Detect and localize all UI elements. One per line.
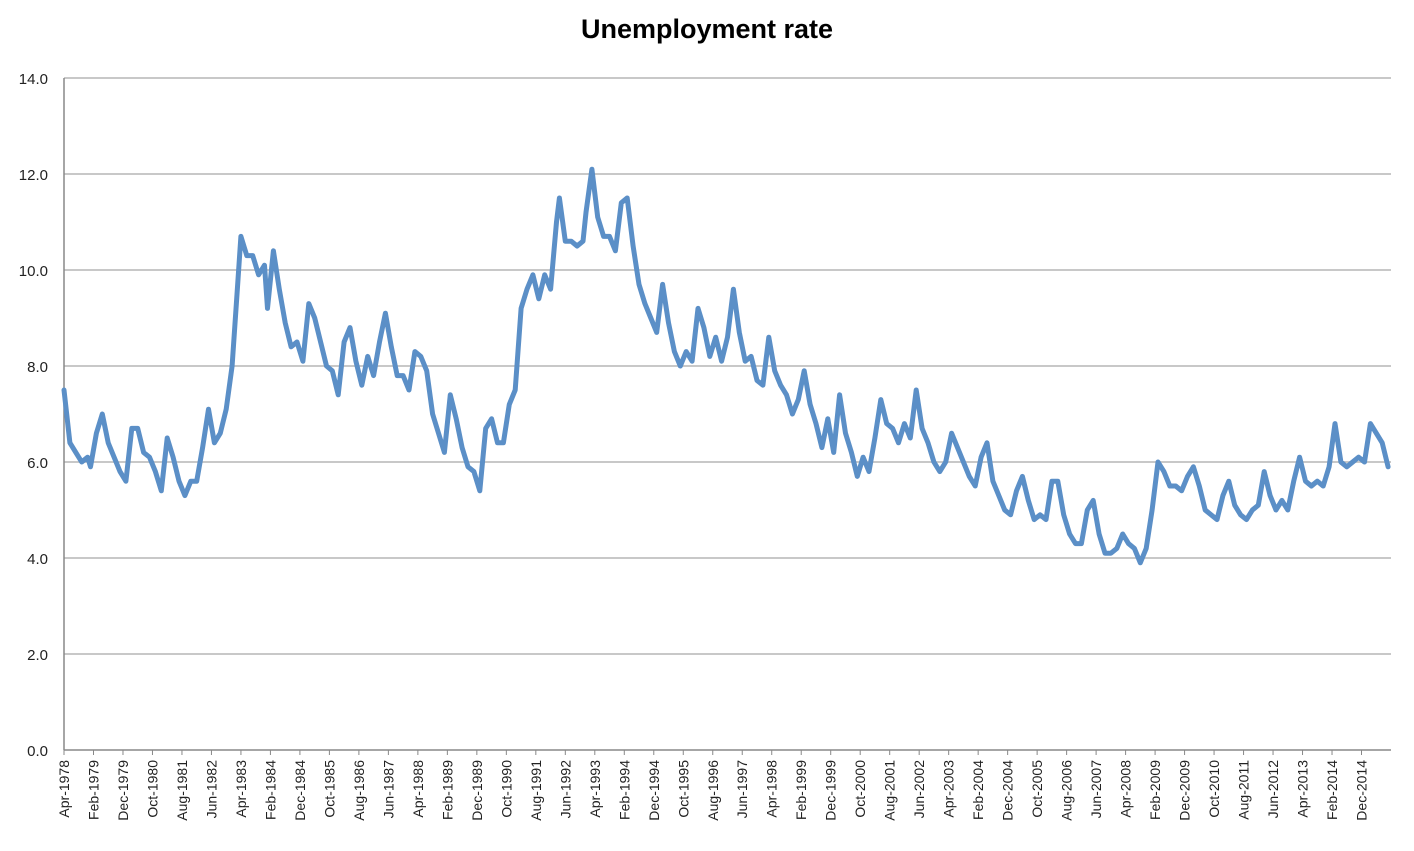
x-tick-label: Aug-1986 <box>351 760 367 821</box>
x-tick-label: Apr-2013 <box>1295 760 1311 818</box>
x-tick-label: Jun-1992 <box>557 760 573 819</box>
y-tick-label: 8.0 <box>27 359 48 376</box>
chart-title: Unemployment rate <box>580 14 834 44</box>
x-tick-label: Dec-2004 <box>1000 760 1016 821</box>
x-tick-label: Aug-1991 <box>528 760 544 821</box>
y-tick-label: 10.0 <box>19 263 48 280</box>
x-tick-label: Jun-2012 <box>1265 760 1281 819</box>
x-tick-label: Oct-2005 <box>1029 760 1045 818</box>
x-tick-label: Apr-1988 <box>410 760 426 818</box>
x-tick-label: Feb-2014 <box>1324 760 1340 820</box>
x-tick-label: Dec-2014 <box>1354 760 1370 821</box>
x-tick-label: Aug-1981 <box>174 760 190 821</box>
x-tick-label: Feb-1999 <box>793 760 809 820</box>
x-tick-label: Oct-1995 <box>675 760 691 818</box>
x-tick-label: Apr-1978 <box>56 760 72 818</box>
x-tick-label: Apr-1998 <box>764 760 780 818</box>
x-tick-label: Feb-2004 <box>970 760 986 820</box>
x-tick-label: Aug-2011 <box>1236 760 1252 820</box>
x-tick-label: Aug-1996 <box>705 760 721 821</box>
x-tick-label: Oct-2000 <box>852 760 868 818</box>
x-tick-label: Jun-1982 <box>203 760 219 819</box>
x-tick-label: Dec-2009 <box>1177 760 1193 821</box>
y-tick-label: 2.0 <box>27 647 48 664</box>
x-tick-label: Feb-1984 <box>262 760 278 820</box>
x-tick-label: Aug-2006 <box>1059 760 1075 821</box>
x-tick-label: Apr-1983 <box>233 760 249 818</box>
x-tick-label: Feb-2009 <box>1147 760 1163 820</box>
x-tick-label: Apr-2008 <box>1118 760 1134 818</box>
series-line <box>61 166 1391 566</box>
x-tick-label: Apr-2003 <box>941 760 957 818</box>
y-tick-label: 14.0 <box>19 71 48 88</box>
x-tick-label: Feb-1994 <box>616 760 632 820</box>
x-tick-label: Jun-2007 <box>1088 760 1104 819</box>
y-tick-label: 4.0 <box>27 551 48 568</box>
x-tick-label: Apr-1993 <box>587 760 603 818</box>
x-tick-label: Dec-1979 <box>115 760 131 821</box>
x-tick-label: Dec-1989 <box>469 760 485 821</box>
x-tick-label: Dec-1994 <box>646 760 662 821</box>
x-tick-label: Aug-2001 <box>882 760 898 821</box>
x-tick-label: Oct-1985 <box>321 760 337 818</box>
x-tick-label: Feb-1979 <box>85 760 101 820</box>
y-tick-label: 6.0 <box>27 455 48 472</box>
y-tick-label: 12.0 <box>19 167 48 184</box>
y-tick-label: 0.0 <box>27 743 48 760</box>
x-tick-label: Jun-1997 <box>734 760 750 819</box>
x-tick-label: Feb-1989 <box>439 760 455 820</box>
x-tick-label: Jun-1987 <box>380 760 396 819</box>
x-tick-label: Oct-1980 <box>144 760 160 818</box>
x-tick-label: Dec-1984 <box>292 760 308 821</box>
x-tick-label: Oct-1990 <box>498 760 514 818</box>
x-tick-label: Jun-2002 <box>911 760 927 819</box>
x-tick-label: Oct-2010 <box>1206 760 1222 818</box>
x-tick-label: Dec-1999 <box>823 760 839 821</box>
